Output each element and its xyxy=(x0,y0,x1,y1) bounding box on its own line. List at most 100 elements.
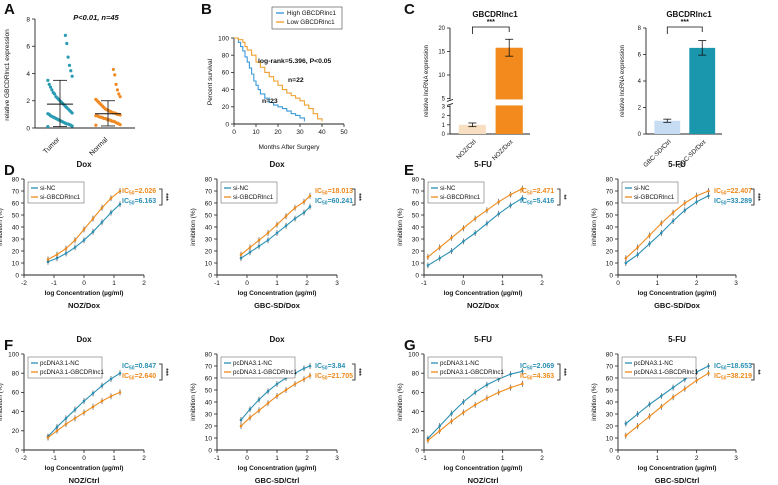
y-tick-label: 100 xyxy=(218,35,229,42)
y-tick-label: 80 xyxy=(412,371,420,378)
cell-line-label: NOZ/Dox xyxy=(68,301,101,310)
data-point xyxy=(308,374,312,377)
data-point xyxy=(450,236,453,240)
data-point xyxy=(497,391,501,394)
data-point xyxy=(648,415,651,418)
survival-curve xyxy=(234,37,305,122)
x-tick-label: 0 xyxy=(232,129,236,136)
data-point xyxy=(624,261,628,265)
x-tick-label: 2 xyxy=(540,455,544,462)
data-point xyxy=(73,246,77,249)
chart-title: 5-FU xyxy=(474,335,492,344)
y-tick-label: 60 xyxy=(606,375,614,382)
data-point xyxy=(302,377,306,381)
y-tick-label: 80 xyxy=(12,176,20,183)
x-tick-label: 40 xyxy=(318,129,326,136)
y-tick-label: 0 xyxy=(609,272,613,279)
axis-break xyxy=(446,103,454,106)
y-axis-label: relative lncRNA expression xyxy=(424,45,430,117)
data-point xyxy=(308,364,312,368)
y-tick-label: 10 xyxy=(205,435,213,442)
chart-C2: GBCDRlnc1 relative lncRNA expression 0 2 4 6 8… xyxy=(620,10,722,170)
y-tick-label: 60 xyxy=(412,200,420,207)
significance-bracket xyxy=(352,188,356,206)
data-point xyxy=(462,240,465,243)
y-axis-label: inhibition (%) xyxy=(591,383,598,421)
data-point xyxy=(55,425,59,429)
data-point xyxy=(659,405,663,409)
x-tick-label: 0 xyxy=(462,455,466,462)
data-point xyxy=(485,383,489,387)
significance-mark: *** xyxy=(162,368,169,376)
legend-label: pcDNA3.1-NC xyxy=(440,360,480,367)
data-point xyxy=(636,424,639,428)
chart-title: P<0.01, n=45 xyxy=(73,13,119,22)
data-point xyxy=(266,401,270,405)
cell-line-label: GBC-SD/Ctrl xyxy=(655,476,700,485)
data-point xyxy=(239,253,243,256)
data-point xyxy=(46,125,50,129)
legend-box xyxy=(271,6,343,30)
data-point xyxy=(46,258,50,261)
bar xyxy=(458,124,486,134)
chart-C1: GBCDRlnc1 relative lncRNA expression 0 1 2 3 5… xyxy=(424,10,530,162)
legend-label: High GBCDRlnc1 xyxy=(287,10,336,17)
x-tick-label: -1 xyxy=(51,280,57,287)
data-point xyxy=(648,403,651,406)
y-tick-label: 30 xyxy=(205,236,213,243)
chart-title: Dox xyxy=(76,160,92,169)
dose-curve xyxy=(240,195,311,256)
data-point xyxy=(69,69,73,73)
y-tick-label: 70 xyxy=(205,363,213,370)
data-point xyxy=(659,394,663,398)
y-tick-label: 1 xyxy=(442,123,446,129)
data-point xyxy=(659,222,663,225)
ic50-label: IC50=22.407 xyxy=(714,188,752,197)
y-tick-label: 60 xyxy=(222,70,230,77)
y-tick-label: 0 xyxy=(15,272,19,279)
y-tick-label: 2 xyxy=(26,98,30,105)
ic50-label: IC50=0.847 xyxy=(122,363,156,372)
ic50-label: IC50=18.653 xyxy=(714,363,752,372)
data-point xyxy=(695,194,698,198)
data-point xyxy=(275,231,279,235)
cell-line-label: GBC-SD/Dox xyxy=(254,301,301,310)
y-tick-label: 20 xyxy=(205,248,213,255)
ic50-label: IC50=18.013 xyxy=(315,188,353,197)
y-tick-label: 100 xyxy=(8,351,19,358)
chart-title: 5-FU xyxy=(668,160,686,169)
data-point xyxy=(284,214,288,218)
data-point xyxy=(64,247,68,250)
x-axis-label: log Concentration (µg/ml) xyxy=(638,465,717,472)
ic50-label: IC50=4.363 xyxy=(520,373,554,382)
ic50-label: IC50=2.640 xyxy=(122,373,156,382)
dose-curve xyxy=(47,372,121,437)
data-point xyxy=(91,392,95,395)
legend-box xyxy=(621,181,679,204)
data-point xyxy=(284,224,288,228)
y-tick-label: 70 xyxy=(12,188,20,195)
y-tick-label: 0 xyxy=(208,447,212,454)
data-point xyxy=(293,382,297,386)
chart-title: 5-FU xyxy=(474,160,492,169)
y-tick-label: 0 xyxy=(638,132,642,138)
data-point xyxy=(695,200,698,204)
data-point xyxy=(473,391,477,394)
data-point xyxy=(683,387,687,391)
y-tick-label: 20 xyxy=(12,248,20,255)
legend-box xyxy=(27,356,103,379)
data-point xyxy=(248,407,252,411)
x-tick-label: 2 xyxy=(305,280,309,287)
y-tick-label: 20 xyxy=(12,428,20,435)
legend: si-NC si-GBCDRlnc1 xyxy=(621,181,679,204)
y-axis-label: relative lncRNA expression xyxy=(620,45,626,117)
legend-box xyxy=(621,356,697,379)
legend: pcDNA3.1-NC pcDNA3.1-GBCDRlnc1 xyxy=(621,356,699,379)
data-point xyxy=(521,196,524,200)
x-tick-label: 0 xyxy=(616,455,620,462)
data-point xyxy=(82,399,86,403)
data-point xyxy=(509,193,512,196)
data-point xyxy=(113,73,117,77)
